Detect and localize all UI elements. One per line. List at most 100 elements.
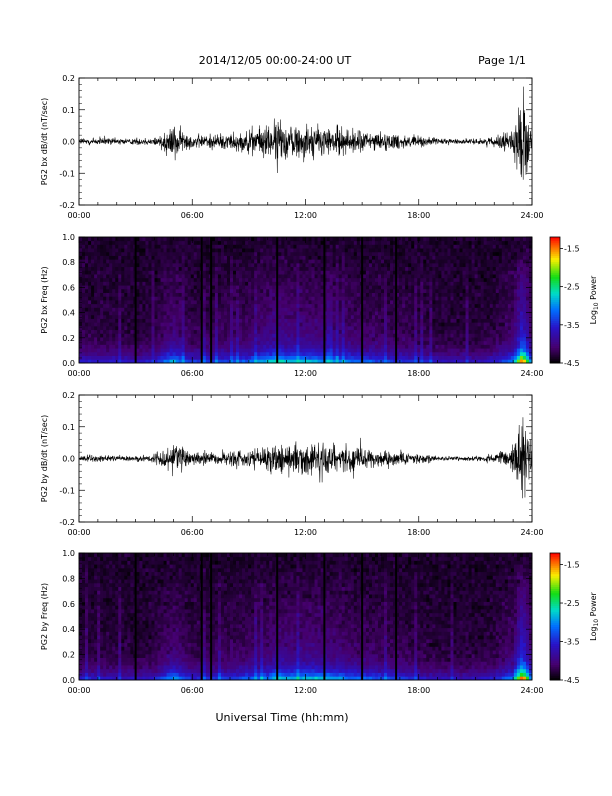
spectrogram-cell (369, 252, 372, 256)
spectrogram-cell (251, 237, 254, 241)
spectrogram-cell (496, 241, 499, 245)
spectrogram-cell (173, 278, 176, 282)
spectrogram-cell (336, 344, 339, 348)
spectrogram-cell (348, 337, 351, 341)
spectrogram-cell (106, 270, 109, 274)
spectrogram-cell (484, 322, 487, 326)
spectrogram-cell (148, 281, 151, 285)
spectrogram-cell (378, 259, 381, 263)
spectrogram-cell (369, 281, 372, 285)
spectrogram-cell (173, 300, 176, 304)
spectrogram-cell (417, 319, 420, 323)
spectrogram-cell (339, 274, 342, 278)
spectrogram-cell (266, 263, 269, 267)
spectrogram-cell (109, 307, 112, 311)
spectrogram-cell (511, 330, 514, 334)
spectrogram-cell (203, 274, 206, 278)
spectrogram-cell (333, 333, 336, 337)
spectrogram-cell (94, 267, 97, 271)
spectrogram-cell (342, 315, 345, 319)
spectrogram-cell (185, 263, 188, 267)
spectrogram-cell (85, 322, 88, 326)
spectrogram-cell (306, 289, 309, 293)
spectrogram-cell (94, 289, 97, 293)
spectrogram-cell (414, 319, 417, 323)
spectrogram-cell (420, 322, 423, 326)
spectrogram-cell (438, 263, 441, 267)
spectrogram-cell (185, 244, 188, 248)
spectrogram-cell (242, 237, 245, 241)
spectrogram-cell (472, 256, 475, 260)
spectrogram-cell (167, 289, 170, 293)
spectrogram-cell (306, 304, 309, 308)
spectrogram-cell (170, 356, 173, 360)
spectrogram-cell (411, 337, 414, 341)
spectrogram-cell (363, 341, 366, 345)
spectrogram-cell (384, 326, 387, 330)
spectrogram-cell (236, 278, 239, 282)
spectrogram-cell (188, 296, 191, 300)
spectrogram-cell (173, 244, 176, 248)
spectrogram-cell (508, 267, 511, 271)
spectrogram-cell (185, 341, 188, 345)
spectrogram-cell (420, 281, 423, 285)
spectrogram-cell (97, 341, 100, 345)
spectrogram-cell (257, 263, 260, 267)
spectrogram-cell (167, 267, 170, 271)
spectrogram-cell (179, 267, 182, 271)
spectrogram-cell (139, 348, 142, 352)
spectrogram-cell (170, 341, 173, 345)
spectrogram-cell (502, 337, 505, 341)
spectrogram-cell (426, 300, 429, 304)
spectrogram-cell (248, 300, 251, 304)
spectrogram-cell (330, 296, 333, 300)
spectrogram-cell (426, 256, 429, 260)
spectrogram-cell (145, 330, 148, 334)
spectrogram-cell (508, 248, 511, 252)
spectrogram-cell (447, 315, 450, 319)
spectrogram-cell (481, 241, 484, 245)
spectrogram-cell (453, 307, 456, 311)
spectrogram-cell (493, 311, 496, 315)
spectrogram-cell (251, 285, 254, 289)
spectrogram-cell (151, 333, 154, 337)
spectrogram-cell (357, 307, 360, 311)
spectrogram-cell (463, 296, 466, 300)
spectrogram-cell (179, 289, 182, 293)
spectrogram-cell (281, 270, 284, 274)
spectrogram-cell (302, 337, 305, 341)
spectrogram-cell (435, 296, 438, 300)
spectrogram-cell (484, 344, 487, 348)
spectrogram-cell (435, 333, 438, 337)
spectrogram-cell (472, 281, 475, 285)
spectrogram-cell (290, 356, 293, 360)
spectrogram-cell (142, 333, 145, 337)
spectrogram-cell (327, 241, 330, 245)
spectrogram-cell (435, 352, 438, 356)
spectrogram-cell (206, 274, 209, 278)
spectrogram-cell (176, 341, 179, 345)
spectrogram-cell (85, 293, 88, 297)
spectrogram-cell (375, 333, 378, 337)
spectrogram-cell (432, 326, 435, 330)
spectrogram-cell (354, 248, 357, 252)
spectrogram-cell (293, 326, 296, 330)
spectrogram-cell (185, 333, 188, 337)
spectrogram-cell (167, 244, 170, 248)
spectrogram-cell (188, 322, 191, 326)
spectrogram-cell (161, 296, 164, 300)
spectrogram-cell (312, 315, 315, 319)
spectrogram-cell (218, 322, 221, 326)
spectrogram-cell (118, 263, 121, 267)
spectrogram-cell (182, 244, 185, 248)
spectrogram-cell (224, 307, 227, 311)
spectrogram-cell (85, 352, 88, 356)
spectrogram-cell (384, 270, 387, 274)
spectrogram-cell (354, 293, 357, 297)
spectrogram-cell (88, 293, 91, 297)
spectrogram-cell (408, 237, 411, 241)
spectrogram-cell (151, 330, 154, 334)
spectrogram-cell (254, 248, 257, 252)
spectrogram-cell (469, 304, 472, 308)
spectrogram-cell (484, 348, 487, 352)
